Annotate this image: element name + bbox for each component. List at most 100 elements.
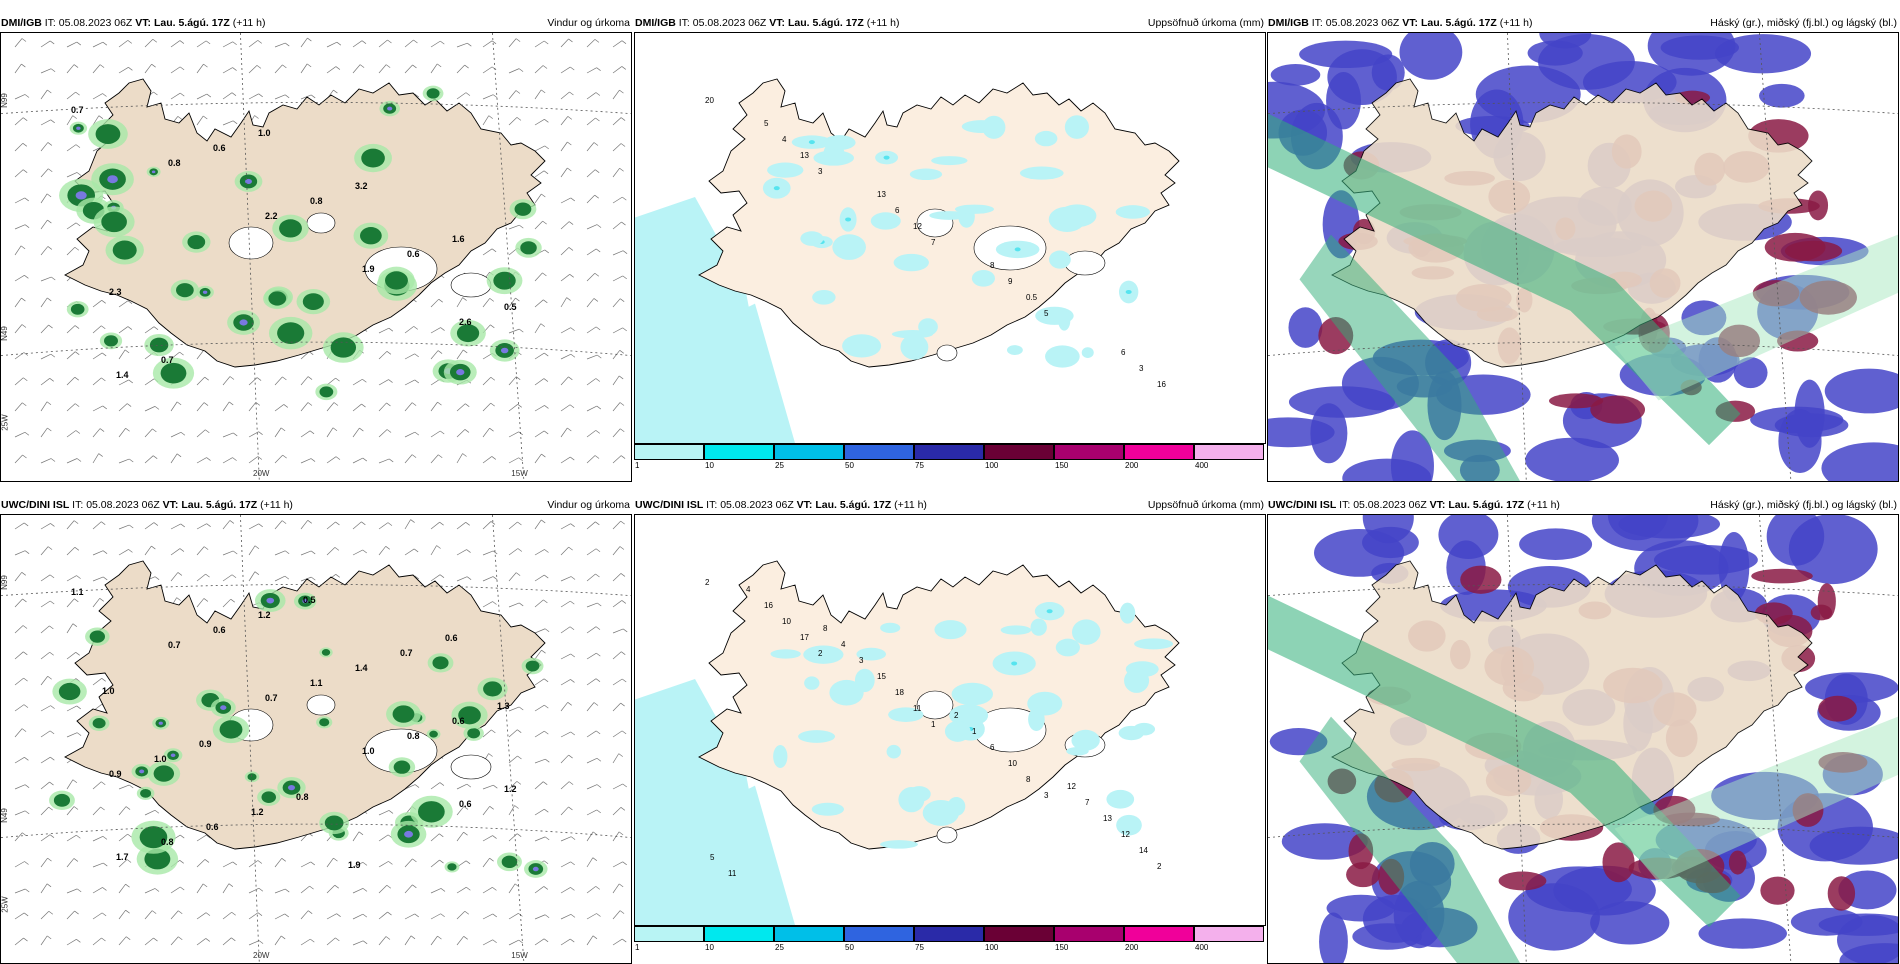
precip-value: 3.2 — [355, 181, 368, 191]
legend-swatch — [914, 926, 984, 942]
glacier — [306, 694, 336, 716]
precip-value: 1.0 — [154, 754, 167, 764]
lon-label-20w: 20W — [253, 469, 270, 478]
map-panel-1: DMI/IGB IT: 05.08.2023 06Z VT: Lau. 5.ág… — [0, 14, 632, 482]
glacier — [936, 344, 958, 362]
init-time: 05.08.2023 06Z — [86, 499, 160, 511]
panel-header: UWC/DINI ISL IT: 05.08.2023 06Z VT: Lau.… — [0, 496, 632, 514]
precip-total-labels: 20 3 7 5 16 13 12 0.5 3 4 6 9 6 5 13 8 — [705, 96, 1166, 389]
lat-label-south: N49 — [0, 807, 9, 823]
valid-time-label: VT: — [796, 499, 813, 511]
precip-value: 1.1 — [71, 587, 84, 597]
map-area[interactable] — [1267, 514, 1899, 964]
init-time: 05.08.2023 06Z — [692, 17, 767, 29]
precip-value: 0.6 — [407, 249, 420, 259]
panel-header: DMI/IGB IT: 05.08.2023 06Z VT: Lau. 5.ág… — [0, 14, 632, 32]
panel-title: Uppsöfnuð úrkoma (mm) — [1147, 17, 1264, 29]
map-svg — [1268, 33, 1898, 481]
precip-total: 18 — [895, 688, 904, 697]
legend-tick-label: 25 — [775, 461, 784, 470]
valid-time-label: VT: — [1429, 499, 1446, 511]
legend-tick-label: 75 — [915, 461, 924, 470]
map-svg: 1.1 0.7 0.7 1.0 0.6 1.7 0.6 1.1 0.8 1.2 0.8 1.2 1.4 0… — [1, 515, 631, 963]
map-area[interactable]: 20 3 7 5 16 13 12 0.5 3 4 6 9 6 5 13 8 — [634, 32, 1266, 444]
precip-value: 0.6 — [445, 633, 458, 643]
precip-total: 0.5 — [1026, 293, 1038, 302]
glacier — [228, 226, 274, 260]
legend-swatch — [704, 926, 774, 942]
map-panel-5: UWC/DINI ISL IT: 05.08.2023 06Z VT: Lau.… — [634, 496, 1266, 962]
precip-total: 10 — [1008, 759, 1017, 768]
precip-total: 11 — [913, 704, 922, 713]
legend-swatch — [844, 444, 914, 460]
panel-header: DMI/IGB IT: 05.08.2023 06Z VT: Lau. 5.ág… — [1267, 14, 1899, 32]
precip-total: 10 — [782, 617, 791, 626]
precip-value: 0.7 — [168, 640, 181, 650]
precip-total: 2 — [818, 649, 823, 658]
legend-swatch — [1054, 444, 1124, 460]
panel-header: UWC/DINI ISL IT: 05.08.2023 06Z VT: Lau.… — [634, 496, 1266, 514]
panel-title: Háský (gr.), miðský (fj.bl.) og lágský (… — [1710, 499, 1897, 511]
valid-time: Lau. 5.ágú. 17Z — [153, 17, 230, 29]
valid-time-label: VT: — [1402, 17, 1419, 29]
precip-value: 1.2 — [504, 784, 517, 794]
precip-value: 1.2 — [258, 610, 271, 620]
legend-tick-label: 100 — [985, 943, 999, 952]
precip-value: 2.3 — [109, 287, 122, 297]
precip-total: 16 — [764, 601, 773, 610]
map-panel-2: DMI/IGB IT: 05.08.2023 06Z VT: Lau. 5.ág… — [634, 14, 1266, 480]
precip-total: 2 — [1157, 862, 1162, 871]
valid-time-label: VT: — [162, 499, 179, 511]
init-time-label: IT: — [706, 499, 718, 511]
precip-value: 1.3 — [497, 701, 510, 711]
precip-total: 12 — [913, 222, 922, 231]
precip-value: 1.4 — [355, 663, 368, 673]
precip-value: 0.7 — [265, 693, 278, 703]
precip-cells — [59, 85, 542, 401]
lead-time: (+11 h) — [866, 17, 900, 29]
precip-total: 15 — [877, 672, 886, 681]
precip-legend: 1 10 25 50 75 100 150 200 400 — [634, 444, 1264, 470]
legend-tick-label: 10 — [705, 461, 714, 470]
lead-time: (+11 h) — [232, 17, 266, 29]
graticule — [1268, 33, 1898, 481]
model-name: DMI/IGB — [1268, 17, 1309, 29]
precip-value: 1.9 — [348, 860, 361, 870]
precip-value: 0.5 — [504, 302, 517, 312]
iceland-land — [1331, 78, 1813, 368]
map-panel-4: UWC/DINI ISL IT: 05.08.2023 06Z VT: Lau.… — [0, 496, 632, 964]
precip-total: 13 — [800, 151, 809, 160]
graticule — [1268, 515, 1898, 963]
sea-precip — [635, 197, 795, 443]
init-time: 05.08.2023 06Z — [1353, 499, 1427, 511]
precip-total: 2 — [954, 711, 959, 720]
init-time-label: IT: — [44, 17, 56, 29]
graticule — [1, 33, 631, 481]
precip-value: 0.8 — [407, 731, 420, 741]
map-area[interactable]: 1.1 0.7 0.7 1.0 0.6 1.7 0.6 1.1 0.8 1.2 0.8 1.2 1.4 0… — [0, 514, 632, 964]
lon-label-25w: 25W — [0, 896, 10, 913]
map-area[interactable] — [1267, 32, 1899, 482]
precip-total: 16 — [1157, 380, 1166, 389]
precip-total: 20 — [705, 96, 714, 105]
precip-value: 0.8 — [296, 792, 309, 802]
valid-time: Lau. 5.ágú. 17Z — [1448, 499, 1525, 511]
precip-value: 0.9 — [199, 739, 212, 749]
legend-tick-label: 1 — [635, 461, 640, 470]
init-time-label: IT: — [72, 499, 84, 511]
lead-time: (+11 h) — [1499, 17, 1533, 29]
legend-tick-label: 200 — [1125, 943, 1139, 952]
legend-tick-label: 25 — [775, 943, 784, 952]
iceland-land — [64, 560, 546, 850]
graticule — [1, 515, 631, 963]
precip-total: 1 — [972, 727, 977, 736]
map-area[interactable]: 2 2 1 3 2 17 11 8 14 10 18 10 12 16 15 6 13 4 3 1 7 11 4 2 12 5 8 — [634, 514, 1266, 926]
precip-value: 0.6 — [459, 799, 472, 809]
precip-value: 1.0 — [258, 128, 271, 138]
panel-header: DMI/IGB IT: 05.08.2023 06Z VT: Lau. 5.ág… — [634, 14, 1266, 32]
precip-total: 6 — [895, 206, 900, 215]
precip-value: 0.9 — [109, 769, 122, 779]
map-area[interactable]: 0.7 0.8 2.2 1.9 2.6 1.4 0.6 0.8 0.6 0.5 0.7 1.0 3.2 1… — [0, 32, 632, 482]
glacier — [306, 212, 336, 234]
high-cloud-bands — [1268, 595, 1898, 963]
